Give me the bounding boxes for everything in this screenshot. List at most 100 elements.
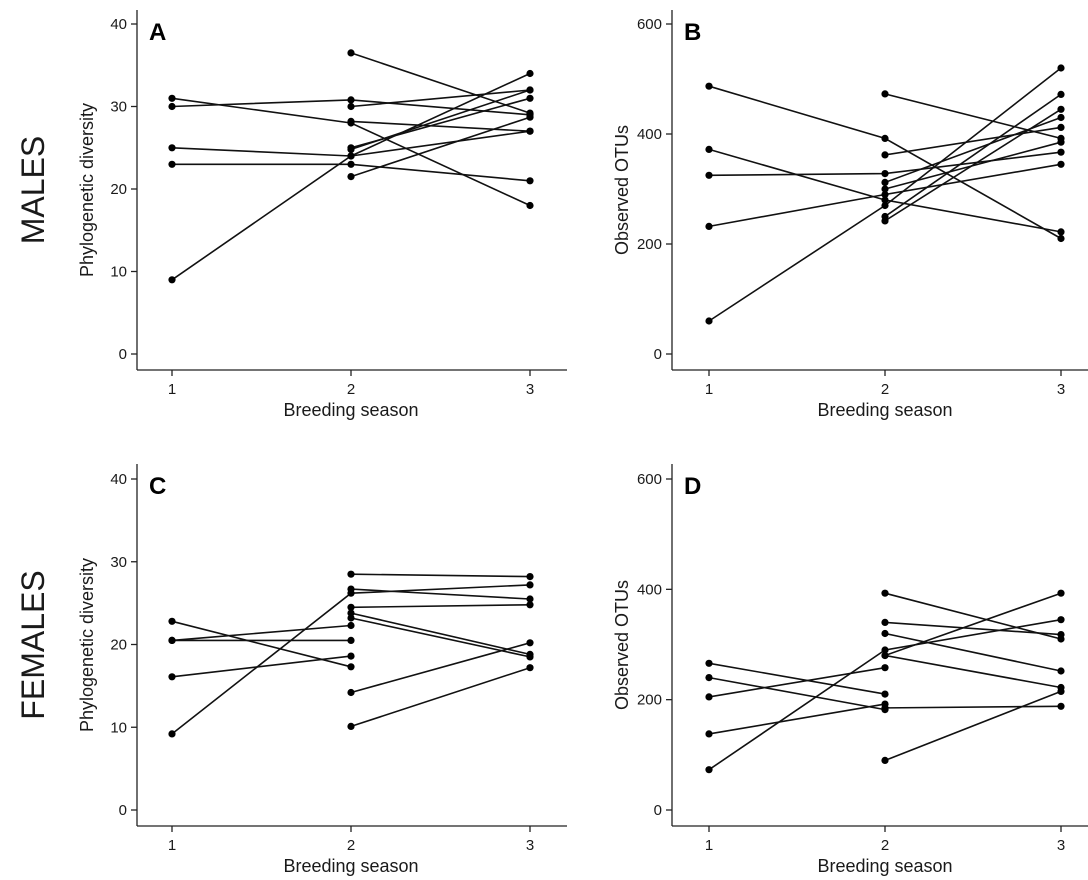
x-tick-label: 2	[347, 837, 355, 854]
series-line	[350, 588, 531, 600]
x-tick-label: 2	[881, 837, 889, 854]
data-point	[1057, 148, 1065, 156]
x-axis-title: Breeding season	[283, 400, 418, 420]
data-point	[705, 317, 713, 325]
data-point	[526, 653, 534, 661]
data-point	[347, 636, 355, 645]
y-tick-label: 400	[637, 126, 662, 143]
series-line	[708, 676, 886, 711]
series-line	[708, 662, 886, 695]
x-tick-label: 2	[347, 381, 355, 398]
data-point	[168, 94, 176, 102]
series-line	[171, 655, 352, 678]
data-point	[168, 617, 176, 625]
data-point	[526, 127, 534, 135]
x-tick-label: 3	[1057, 381, 1065, 398]
row-label-females: FEMALES	[15, 570, 51, 719]
series-line	[884, 621, 1062, 636]
x-tick-label: 3	[526, 837, 534, 854]
data-point	[347, 117, 355, 125]
data-point	[526, 69, 534, 78]
y-tick-label: 0	[654, 346, 662, 363]
data-point	[168, 144, 176, 152]
series-line	[884, 126, 1062, 156]
data-point	[526, 581, 534, 589]
data-point	[881, 629, 889, 638]
y-tick-label: 10	[110, 719, 127, 736]
data-point	[526, 177, 534, 185]
x-axis-title: Breeding season	[283, 856, 418, 876]
data-point	[705, 766, 713, 774]
series-line	[708, 703, 886, 735]
data-point	[1057, 616, 1065, 624]
row-label-males: MALES	[15, 136, 51, 244]
series-line	[884, 141, 1062, 190]
data-point	[526, 86, 534, 94]
data-point	[1057, 228, 1065, 236]
data-point	[881, 690, 889, 698]
panel-b: 0 200 400 600 1 2 3 Breeding season Observed OTU…	[612, 10, 1088, 420]
y-tick-label: 400	[637, 581, 662, 598]
y-tick-label: 0	[119, 346, 127, 363]
data-point	[347, 688, 355, 697]
data-point	[347, 152, 355, 160]
data-point	[881, 201, 889, 210]
data-point	[347, 603, 355, 611]
data-point	[705, 222, 713, 230]
data-point	[705, 693, 713, 701]
panel-a: 0 10 20 30 40 1 2 3 Breeding season Phylogenetic …	[77, 10, 567, 420]
data-point	[168, 160, 176, 168]
series-line	[708, 666, 886, 698]
data-point	[1057, 234, 1065, 243]
data-point	[881, 134, 889, 142]
y-tick-label: 40	[110, 471, 127, 488]
series-line	[350, 666, 531, 728]
y-tick-label: 200	[637, 236, 662, 253]
y-tick-label: 600	[637, 471, 662, 488]
data-point	[881, 217, 889, 225]
data-point	[881, 646, 889, 654]
series-line	[884, 93, 1062, 218]
data-point	[881, 90, 889, 98]
data-point	[347, 102, 355, 111]
panel-label-c: C	[149, 473, 166, 500]
data-point	[1057, 123, 1065, 131]
data-point	[881, 618, 889, 627]
x-tick-label: 3	[1057, 837, 1065, 854]
series-line	[350, 573, 531, 578]
data-point	[526, 601, 534, 609]
data-point	[881, 756, 889, 765]
data-point	[168, 636, 176, 645]
series-line	[884, 116, 1062, 184]
series-line	[350, 89, 531, 108]
data-point	[347, 621, 355, 630]
data-point	[1057, 138, 1065, 146]
data-point	[347, 570, 355, 578]
data-point	[347, 585, 355, 593]
data-point	[1057, 702, 1065, 710]
data-point	[347, 663, 355, 671]
series-line	[171, 624, 352, 642]
y-axis-title: Phylogenetic diversity	[77, 558, 97, 732]
series-line	[350, 52, 531, 114]
y-axis-title: Phylogenetic diversity	[77, 103, 97, 277]
data-point	[881, 170, 889, 178]
series-line	[884, 592, 1062, 640]
x-tick-label: 1	[705, 381, 713, 398]
y-tick-label: 20	[110, 637, 127, 654]
data-point	[347, 96, 355, 104]
x-tick-label: 1	[168, 381, 176, 398]
data-point	[881, 664, 889, 672]
y-tick-label: 10	[110, 264, 127, 281]
data-point	[347, 652, 355, 660]
x-tick-label: 2	[881, 381, 889, 398]
data-point	[1057, 687, 1065, 696]
x-tick-label: 1	[168, 837, 176, 854]
series-line	[884, 690, 1062, 762]
y-tick-label: 30	[110, 554, 127, 571]
series-line	[884, 705, 1062, 709]
panel-label-a: A	[149, 19, 166, 46]
y-axis-title: Observed OTUs	[612, 125, 632, 255]
data-point	[526, 113, 534, 121]
data-point	[526, 639, 534, 647]
